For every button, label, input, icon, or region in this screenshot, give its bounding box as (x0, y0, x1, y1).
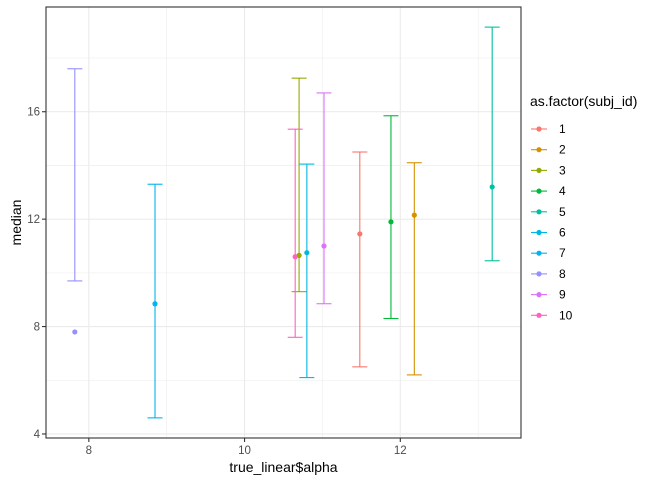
legend-key-point-9 (536, 292, 542, 298)
data-points (72, 184, 495, 335)
point-subj-4 (388, 219, 394, 225)
y-tick-label: 4 (34, 429, 41, 441)
point-subj-6 (304, 250, 310, 256)
x-tick-label: 8 (86, 445, 92, 457)
point-subj-7 (152, 301, 158, 307)
legend-label-4: 4 (559, 184, 566, 198)
legend-label-1: 1 (559, 122, 566, 136)
y-tick-label: 8 (34, 322, 40, 334)
x-tick-label: 12 (394, 445, 407, 457)
point-subj-8 (72, 329, 78, 335)
legend-key-point-6 (536, 229, 542, 236)
point-subj-1 (357, 231, 363, 237)
legend-key-point-5 (536, 209, 542, 215)
legend-label-7: 7 (559, 246, 566, 260)
legend-label-9: 9 (559, 288, 566, 302)
y-tick-label: 16 (27, 107, 40, 119)
point-subj-5 (489, 184, 495, 190)
point-subj-9 (321, 243, 327, 249)
x-tick-label: 10 (238, 445, 251, 457)
legend-key-point-1 (536, 126, 542, 132)
legend-key-point-2 (536, 147, 542, 153)
y-axis-title: median (8, 200, 24, 246)
legend-key-point-8 (536, 271, 542, 277)
y-tick-label: 12 (27, 214, 40, 226)
y-axis-ticks: 4 8 12 16 (27, 107, 46, 441)
point-subj-2 (411, 212, 417, 218)
legend-label-6: 6 (559, 226, 566, 240)
panel-border (45, 6, 522, 439)
legend-items: 1 2 3 4 5 6 7 8 9 10 (531, 122, 573, 322)
x-axis-ticks: 8 10 12 (86, 438, 407, 457)
legend-label-5: 5 (559, 205, 566, 219)
point-subj-10 (292, 254, 298, 260)
legend-key-point-10 (536, 312, 542, 318)
legend-title: as.factor(subj_id) (530, 93, 637, 109)
legend-label-3: 3 (559, 163, 566, 177)
grid-minor (46, 7, 521, 438)
legend-key-point-7 (536, 250, 542, 256)
legend: as.factor(subj_id) 1 2 3 4 5 6 7 8 9 10 (530, 93, 637, 322)
legend-key-point-4 (536, 188, 542, 194)
legend-key-point-3 (536, 167, 542, 173)
panel-background (46, 7, 521, 438)
grid-major (46, 7, 521, 438)
legend-label-8: 8 (559, 267, 566, 281)
x-axis-title: true_linear$alpha (229, 459, 337, 475)
legend-label-2: 2 (559, 143, 566, 157)
legend-label-10: 10 (559, 308, 573, 322)
